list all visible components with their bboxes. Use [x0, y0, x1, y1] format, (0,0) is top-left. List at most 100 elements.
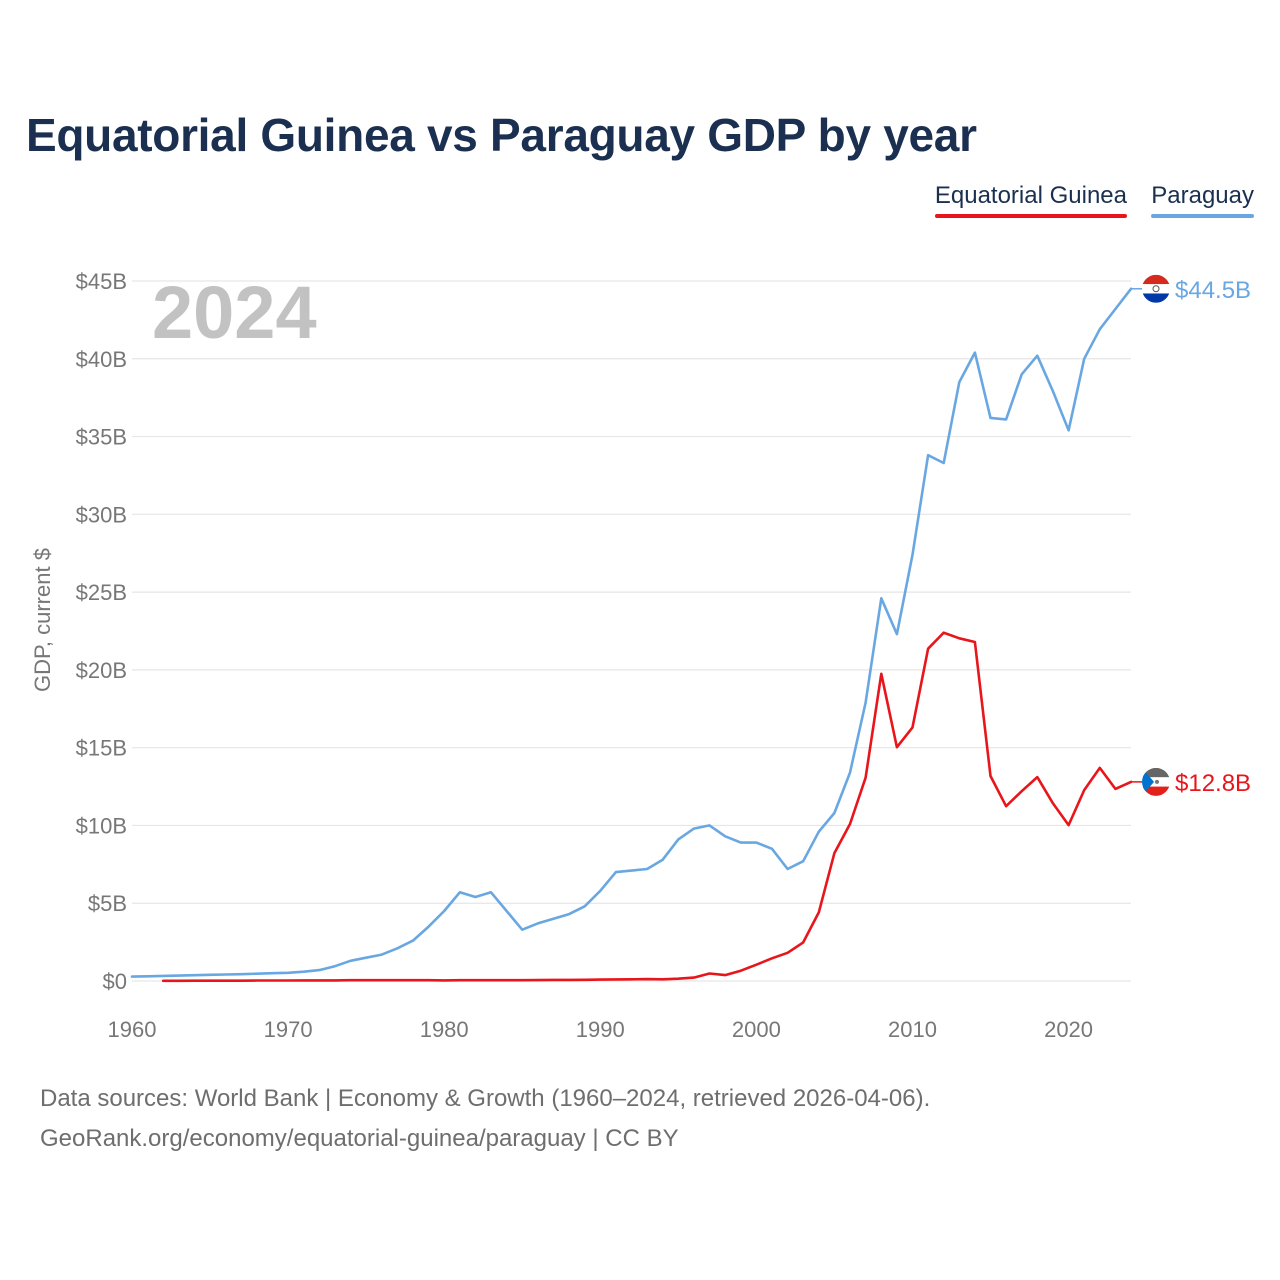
data-point-paraguay[interactable] [785, 866, 791, 872]
data-point-paraguay[interactable] [550, 916, 556, 922]
data-point-equatorial-guinea[interactable] [1066, 822, 1072, 828]
data-point-equatorial-guinea[interactable] [160, 978, 166, 984]
data-point-equatorial-guinea[interactable] [753, 962, 759, 968]
data-point-paraguay[interactable] [878, 595, 884, 601]
data-point-paraguay[interactable] [332, 963, 338, 969]
data-point-paraguay[interactable] [769, 846, 775, 852]
data-point-paraguay[interactable] [410, 938, 416, 944]
data-point-paraguay[interactable] [909, 552, 915, 558]
data-point-equatorial-guinea[interactable] [363, 977, 369, 983]
data-point-equatorial-guinea[interactable] [878, 671, 884, 677]
data-point-equatorial-guinea[interactable] [644, 976, 650, 982]
data-point-equatorial-guinea[interactable] [863, 775, 869, 781]
data-point-equatorial-guinea[interactable] [956, 635, 962, 641]
data-point-equatorial-guinea[interactable] [316, 977, 322, 983]
data-point-paraguay[interactable] [472, 894, 478, 900]
data-point-paraguay[interactable] [597, 888, 603, 894]
data-point-paraguay[interactable] [207, 972, 213, 978]
data-point-paraguay[interactable] [223, 971, 229, 977]
data-point-paraguay[interactable] [504, 908, 510, 914]
data-point-paraguay[interactable] [925, 452, 931, 458]
data-point-equatorial-guinea[interactable] [488, 977, 494, 983]
data-point-equatorial-guinea[interactable] [535, 977, 541, 983]
data-point-paraguay[interactable] [285, 970, 291, 976]
data-point-paraguay[interactable] [145, 973, 151, 979]
data-point-equatorial-guinea[interactable] [285, 978, 291, 984]
attribution-link[interactable]: GeoRank.org/economy/equatorial-guinea/pa… [40, 1125, 679, 1152]
data-point-equatorial-guinea[interactable] [301, 977, 307, 983]
data-point-equatorial-guinea[interactable] [1034, 774, 1040, 780]
data-point-equatorial-guinea[interactable] [269, 978, 275, 984]
data-point-paraguay[interactable] [894, 631, 900, 637]
data-point-paraguay[interactable] [629, 868, 635, 874]
data-point-paraguay[interactable] [1097, 326, 1103, 332]
data-point-equatorial-guinea[interactable] [191, 978, 197, 984]
data-point-paraguay[interactable] [613, 869, 619, 875]
data-point-paraguay[interactable] [488, 889, 494, 895]
data-point-paraguay[interactable] [863, 700, 869, 706]
data-point-paraguay[interactable] [816, 829, 822, 835]
data-point-paraguay[interactable] [988, 415, 994, 421]
data-point-equatorial-guinea[interactable] [410, 977, 416, 983]
data-point-equatorial-guinea[interactable] [675, 976, 681, 982]
data-point-equatorial-guinea[interactable] [504, 977, 510, 983]
data-point-equatorial-guinea[interactable] [707, 971, 713, 977]
data-point-paraguay[interactable] [582, 903, 588, 909]
data-point-equatorial-guinea[interactable] [379, 977, 385, 983]
data-point-equatorial-guinea[interactable] [1097, 765, 1103, 771]
data-point-equatorial-guinea[interactable] [800, 939, 806, 945]
data-point-equatorial-guinea[interactable] [613, 976, 619, 982]
data-point-equatorial-guinea[interactable] [738, 968, 744, 974]
data-point-equatorial-guinea[interactable] [1112, 786, 1118, 792]
data-point-paraguay[interactable] [660, 857, 666, 863]
data-point-paraguay[interactable] [831, 810, 837, 816]
data-point-equatorial-guinea[interactable] [972, 639, 978, 645]
data-point-equatorial-guinea[interactable] [785, 950, 791, 956]
data-point-equatorial-guinea[interactable] [1003, 803, 1009, 809]
data-point-paraguay[interactable] [1081, 356, 1087, 362]
data-point-paraguay[interactable] [457, 889, 463, 895]
data-point-paraguay[interactable] [1019, 371, 1025, 377]
data-point-paraguay[interactable] [269, 970, 275, 976]
data-point-equatorial-guinea[interactable] [660, 976, 666, 982]
data-point-equatorial-guinea[interactable] [566, 977, 572, 983]
data-point-equatorial-guinea[interactable] [925, 646, 931, 652]
data-point-paraguay[interactable] [1112, 306, 1118, 312]
data-point-equatorial-guinea[interactable] [769, 955, 775, 961]
data-point-paraguay[interactable] [316, 967, 322, 973]
data-point-equatorial-guinea[interactable] [550, 977, 556, 983]
data-point-equatorial-guinea[interactable] [691, 975, 697, 981]
data-point-equatorial-guinea[interactable] [348, 977, 354, 983]
legend-item-equatorial-guinea[interactable]: Equatorial Guinea [934, 182, 1127, 218]
data-point-equatorial-guinea[interactable] [629, 976, 635, 982]
data-point-equatorial-guinea[interactable] [847, 821, 853, 827]
data-point-paraguay[interactable] [238, 971, 244, 977]
data-point-equatorial-guinea[interactable] [941, 630, 947, 636]
data-point-paraguay[interactable] [191, 972, 197, 978]
data-point-equatorial-guinea[interactable] [582, 977, 588, 983]
data-point-paraguay[interactable] [348, 958, 354, 964]
data-point-equatorial-guinea[interactable] [722, 972, 728, 978]
data-point-paraguay[interactable] [441, 908, 447, 914]
data-point-paraguay[interactable] [1034, 353, 1040, 359]
data-point-paraguay[interactable] [1050, 388, 1056, 394]
data-point-equatorial-guinea[interactable] [519, 977, 525, 983]
data-point-equatorial-guinea[interactable] [441, 977, 447, 983]
data-point-equatorial-guinea[interactable] [1050, 800, 1056, 806]
data-point-paraguay[interactable] [691, 826, 697, 832]
data-point-paraguay[interactable] [566, 911, 572, 917]
data-point-equatorial-guinea[interactable] [394, 977, 400, 983]
data-point-equatorial-guinea[interactable] [254, 978, 260, 984]
data-point-paraguay[interactable] [535, 920, 541, 926]
data-point-equatorial-guinea[interactable] [457, 977, 463, 983]
data-point-equatorial-guinea[interactable] [1081, 787, 1087, 793]
data-point-equatorial-guinea[interactable] [816, 909, 822, 915]
data-point-paraguay[interactable] [301, 969, 307, 975]
data-point-paraguay[interactable] [753, 840, 759, 846]
data-point-paraguay[interactable] [363, 955, 369, 961]
data-point-equatorial-guinea[interactable] [332, 977, 338, 983]
data-point-equatorial-guinea[interactable] [426, 977, 432, 983]
data-point-paraguay[interactable] [394, 945, 400, 951]
data-point-paraguay[interactable] [176, 973, 182, 979]
data-point-equatorial-guinea[interactable] [894, 744, 900, 750]
